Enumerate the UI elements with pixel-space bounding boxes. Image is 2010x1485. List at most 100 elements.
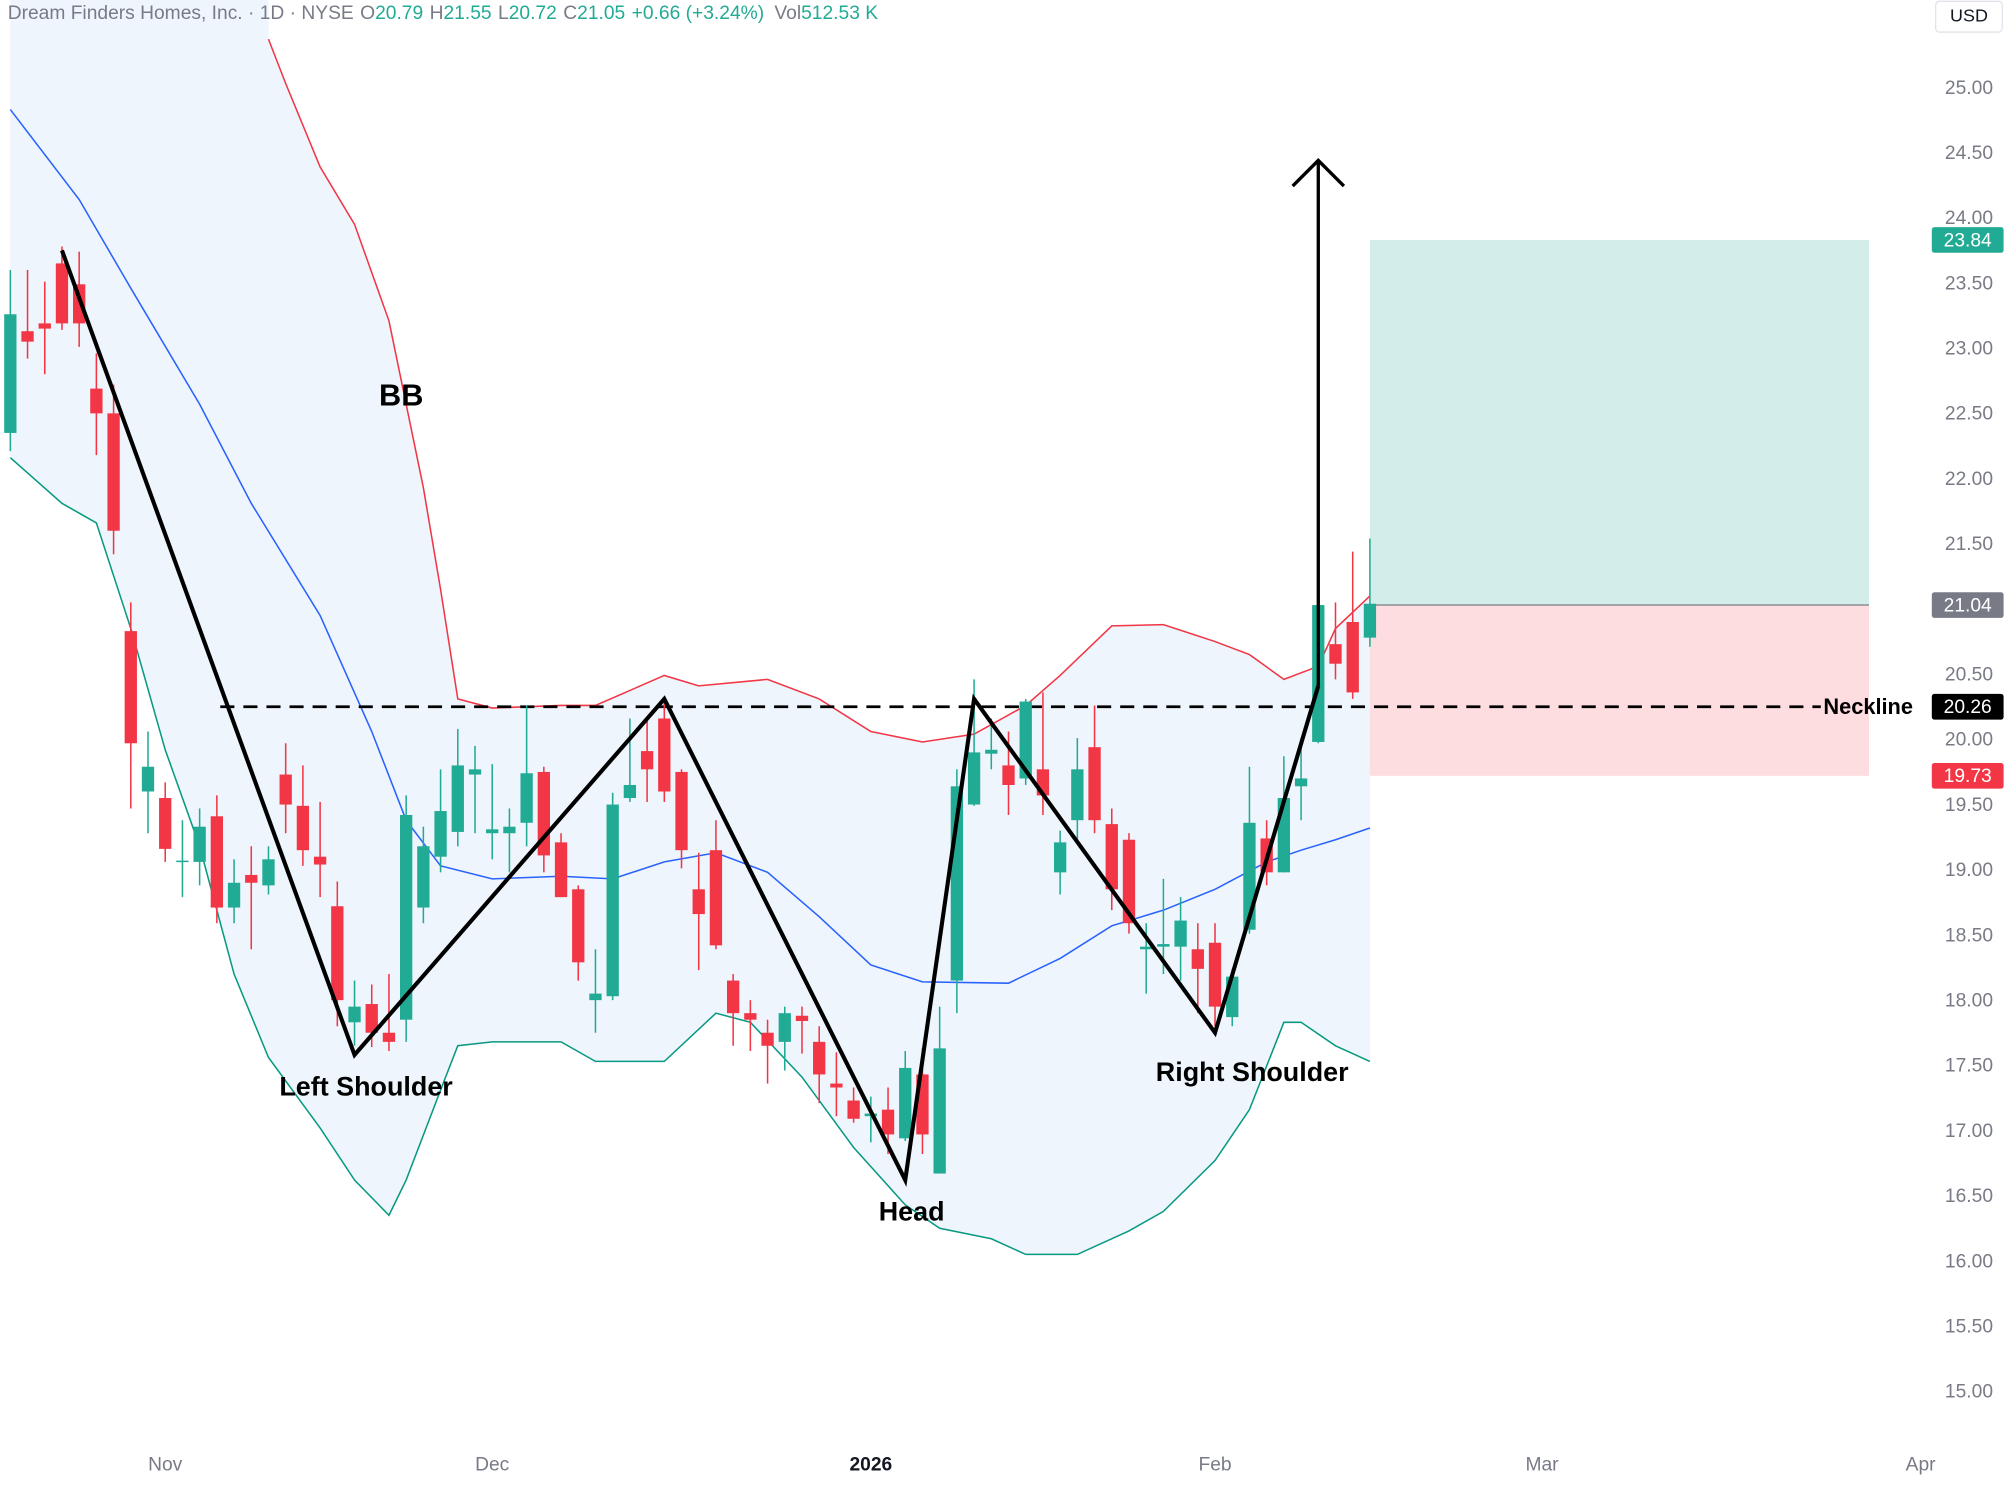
y-tick-label: 16.00 [1945,1251,1993,1272]
pattern-label: Right Shoulder [1156,1057,1349,1087]
band-lower [9,457,1371,1256]
candle-body [1157,944,1170,947]
candle-body [210,816,223,908]
candle-body [262,859,275,886]
candle-body [520,773,533,823]
x-tick-label: Nov [148,1454,183,1475]
arrow-head [1291,158,1346,188]
currency: USD [1950,5,1988,25]
candle-body [348,1006,361,1023]
price-tag [1931,763,2004,789]
change: +0.66 (+3.24%) [632,3,765,24]
x-tick-label: Feb [1198,1454,1231,1475]
candle-body [726,980,740,1014]
y-tick-label: 19.50 [1945,795,1993,816]
candle-body [38,323,51,329]
candle-body [1363,603,1377,638]
target-zone [1369,239,1870,606]
y-tick-label: 20.00 [1945,730,1993,751]
x-tick-label: Dec [475,1454,510,1475]
neckline-label: Neckline [1823,694,1913,719]
y-tick-label: 24.00 [1945,208,1993,229]
price-tag-label: 23.84 [1944,230,1992,251]
candle-body [1053,842,1067,873]
candle-body [1071,769,1084,821]
price-tag [1931,227,2004,253]
price-tag-label: 20.26 [1944,697,1992,718]
y-tick-label: 18.00 [1945,991,1993,1012]
candle-body [1191,949,1204,969]
candle-body [434,811,447,857]
price-tag [1931,592,2004,618]
price-tag-label: 19.73 [1944,766,1992,787]
pattern-label: Head [879,1197,945,1227]
candle-body [1140,946,1153,950]
candle-body [967,752,981,805]
candle-body [1329,644,1342,664]
candle-body [486,829,499,834]
candle-body [176,860,189,863]
band-label: BB [379,378,423,413]
candle-body [640,751,654,770]
candle-body [503,826,516,834]
candle-body [899,1067,912,1139]
candle-body [90,388,103,414]
candle-body [744,1013,757,1020]
band-upper [267,38,1371,743]
candle-body [881,1109,895,1135]
candle-body [1105,824,1118,890]
candle-body [468,769,482,775]
candle-body [21,331,34,342]
candle-body [1122,839,1136,924]
candle-body [55,263,69,324]
candle-body [1346,621,1359,693]
candle-body [778,1013,791,1042]
y-tick-label: 15.50 [1945,1316,1993,1337]
candle-body [245,874,258,883]
volume-value: 512.53 K [801,3,878,24]
y-tick-label: 18.50 [1945,925,1993,946]
y-tick-label: 16.50 [1945,1186,1993,1207]
candle-body [933,1048,946,1174]
price-tag [1931,693,2004,720]
y-tick-label: 22.00 [1945,469,1993,490]
y-tick-label: 19.00 [1945,860,1993,881]
candle-body [675,771,688,851]
candle-body [1208,942,1222,1007]
y-tick-label: 23.00 [1945,339,1993,360]
candle-body [692,889,705,915]
candle-body [107,413,120,531]
candle-body [417,846,430,908]
y-tick-label: 25.00 [1945,78,1993,99]
candle-body [830,1083,843,1088]
ohlc-value: 20.72 [509,3,557,24]
pattern-label: Left Shoulder [279,1071,453,1101]
y-tick-label: 15.00 [1945,1382,1993,1403]
candle-body [313,856,327,865]
candle-body [572,889,585,963]
ohlc-key: C [563,3,577,24]
candle-body [623,784,637,799]
candle-body [985,749,998,754]
candle-body [709,850,723,946]
ohlc-key: O [360,3,375,24]
currency-box[interactable] [1935,0,2003,33]
candle-body [296,805,310,851]
y-tick-label: 24.50 [1945,143,1993,164]
symbol: Dream Finders Homes, Inc. · 1D · NYSE [8,3,354,24]
candle-body [606,804,619,997]
ohlc-key: H [430,3,444,24]
candle-body [382,1032,396,1042]
candle-body [365,1004,378,1033]
candle-body [227,882,241,908]
candle-body [1002,765,1015,785]
candle-body [400,814,413,1020]
volume-key: Vol [774,3,801,24]
x-tick-label: 2026 [849,1454,892,1475]
candle-body [279,774,292,805]
candle-body [1088,747,1101,821]
ohlc-key: L [498,3,509,24]
y-tick-label: 23.50 [1945,273,1993,294]
stop-zone [1369,605,1870,776]
candle-body [795,1015,809,1021]
